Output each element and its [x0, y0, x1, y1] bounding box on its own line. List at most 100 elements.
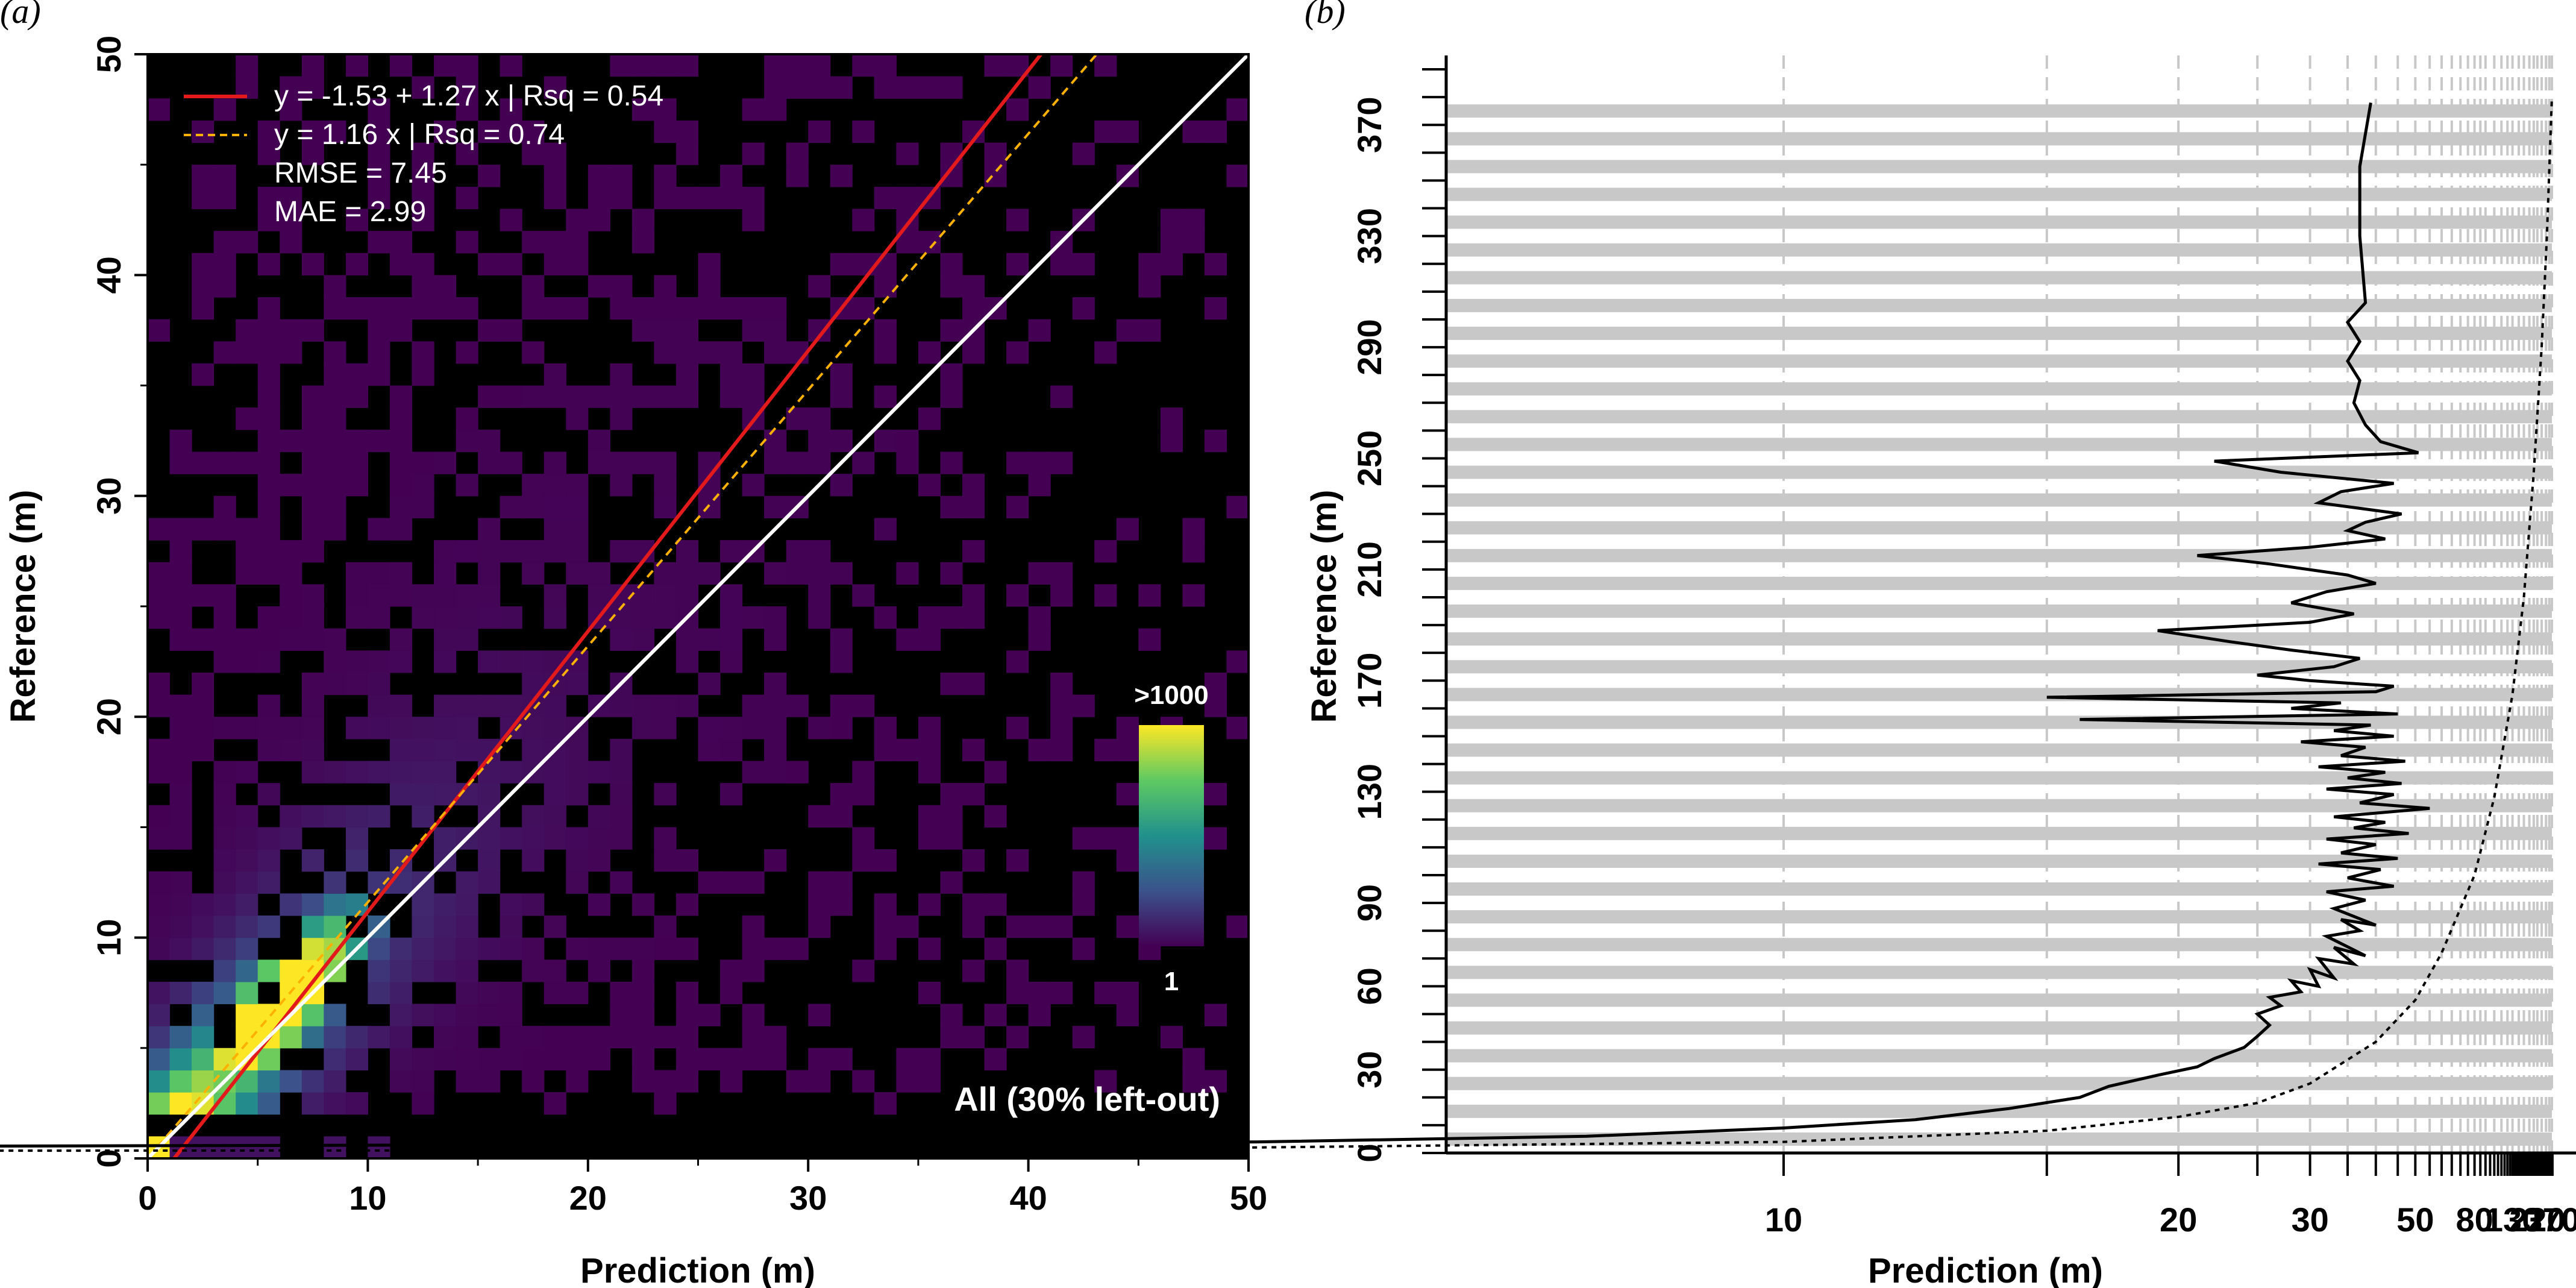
heatmap-cell — [675, 540, 699, 563]
heatmap-cell — [257, 960, 280, 982]
heatmap-cell — [566, 672, 589, 696]
heatmap-cell — [962, 275, 985, 298]
heatmap-cell — [654, 319, 677, 342]
heatmap-cell — [169, 451, 192, 474]
heatmap-cell — [720, 960, 743, 982]
heatmap-cell — [698, 1004, 721, 1026]
heatmap-cell — [610, 1004, 633, 1026]
heatmap-cell — [940, 253, 963, 275]
heatmap-cell — [631, 937, 655, 960]
heatmap-cell — [301, 761, 324, 784]
heatmap-cell — [169, 1026, 192, 1049]
heatmap-cell — [368, 805, 390, 828]
heatmap-cell — [368, 363, 390, 386]
heatmap-cell — [544, 1026, 566, 1049]
heatmap-cell — [456, 628, 478, 651]
heatmap-cell — [544, 981, 566, 1005]
heatmap-cell — [213, 960, 236, 982]
heatmap-cell — [544, 960, 566, 982]
heatmap-cell — [192, 738, 215, 762]
heatmap-cell — [434, 717, 457, 740]
heatmap-cell — [345, 650, 368, 673]
reference-curve — [0, 97, 2553, 1152]
heatmap-cell — [412, 717, 434, 740]
heatmap-cell — [368, 98, 390, 121]
heatmap-cell — [368, 1026, 390, 1049]
heatmap-cell — [192, 165, 215, 187]
heatmap-cell — [324, 1026, 346, 1049]
heatmap-cell — [192, 981, 215, 1005]
heatmap-cell — [456, 717, 478, 740]
heatmap-cell — [962, 672, 985, 696]
heatmap-cell — [852, 694, 875, 717]
heatmap-cell — [324, 120, 346, 143]
heatmap-cell — [698, 186, 721, 210]
heatmap-cell — [1138, 253, 1161, 275]
heatmap-cell — [412, 341, 434, 364]
1:1-line — [148, 54, 1249, 1158]
heatmap-cell — [478, 650, 501, 673]
heatmap-cell — [301, 495, 324, 519]
heatmap-cell — [852, 209, 875, 231]
legend-entry: y = -1.53 + 1.27 x | Rsq = 0.54 — [274, 80, 663, 112]
heatmap-cell — [896, 142, 919, 165]
heatmap-cell — [940, 805, 963, 828]
heatmap-cell — [257, 451, 280, 474]
heatmap-cell — [148, 805, 171, 828]
heatmap-cell — [1204, 429, 1227, 453]
heatmap-cell — [345, 385, 368, 408]
heatmap-cell — [1094, 584, 1117, 607]
heatmap-cell — [874, 341, 897, 364]
background-bar — [1446, 826, 2552, 840]
heatmap-cell — [257, 1070, 280, 1093]
y-tick-label-b: 90 — [1350, 884, 1388, 922]
heatmap-cell — [544, 297, 566, 320]
heatmap-cell — [368, 761, 390, 784]
heatmap-cell — [566, 209, 589, 231]
y-tick-label-b: 210 — [1350, 541, 1388, 597]
heatmap-cell — [324, 871, 346, 894]
heatmap-cell — [389, 584, 413, 607]
heatmap-cell — [610, 165, 633, 187]
heatmap-cell — [544, 186, 566, 210]
heatmap-cell — [522, 738, 545, 762]
y-tick-label-b: 370 — [1350, 97, 1388, 153]
legend-a: y = -1.53 + 1.27 x | Rsq = 0.54 y = 1.16 … — [184, 80, 663, 228]
heatmap-cell — [874, 893, 897, 916]
heatmap-cell — [742, 915, 765, 938]
heatmap-cell — [698, 275, 721, 298]
heatmap-cell — [544, 474, 566, 497]
heatmap-cell — [236, 1004, 259, 1026]
heatmap-cell — [830, 253, 853, 275]
heatmap-cell — [1204, 1070, 1227, 1093]
heatmap-cell — [169, 562, 192, 585]
heatmap-cell — [522, 827, 545, 850]
heatmap-cell — [434, 1004, 457, 1026]
heatmap-cell — [389, 518, 413, 541]
heatmap-cell — [434, 451, 457, 474]
heatmap-cell — [1050, 672, 1073, 696]
heatmap-cell — [257, 628, 280, 651]
heatmap-cell — [631, 960, 655, 982]
background-bar — [1446, 966, 2552, 979]
heatmap-cell — [1226, 717, 1249, 740]
heatmap-cell — [412, 606, 434, 629]
background-bar — [1446, 410, 2552, 424]
heatmap-cell — [742, 474, 765, 497]
heatmap-cell — [522, 717, 545, 740]
heatmap-cell — [478, 165, 501, 187]
heatmap-cell — [874, 76, 897, 99]
background-bar — [1446, 910, 2552, 924]
heatmap-cell — [764, 1026, 787, 1049]
heatmap-cell — [962, 1026, 985, 1049]
heatmap-cell — [631, 717, 655, 740]
heatmap-cell — [698, 297, 721, 320]
heatmap-cell — [148, 672, 171, 696]
heatmap-cell — [1050, 738, 1073, 762]
heatmap-cell — [918, 606, 941, 629]
heatmap-cell — [1160, 209, 1183, 231]
background-bars — [1446, 104, 2552, 1146]
heatmap-cell — [478, 849, 501, 872]
heatmap-cell — [324, 429, 346, 453]
heatmap-cell — [610, 827, 633, 850]
